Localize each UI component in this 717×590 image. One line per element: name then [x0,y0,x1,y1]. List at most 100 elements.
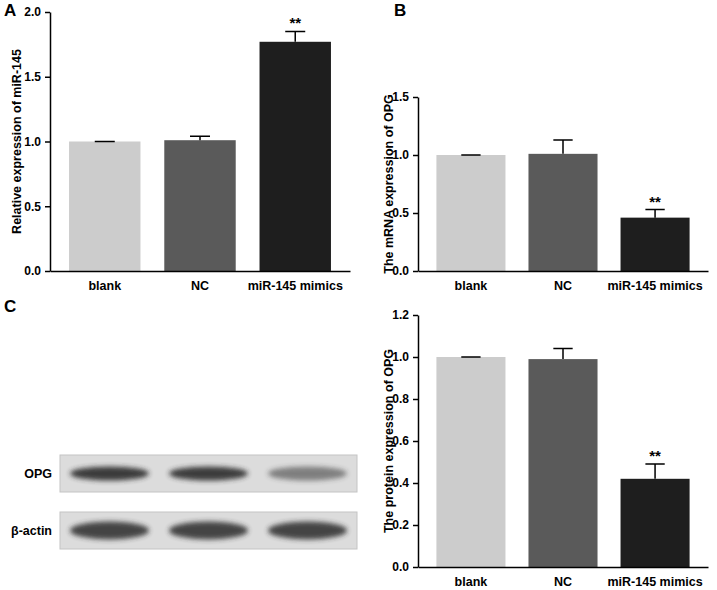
y-axis: 0.0 0.5 1.0 1.5 2.0 [24,5,50,278]
bar [528,154,597,271]
y-tick: 1.0 [24,135,50,149]
y-tick-mark [413,399,418,401]
x-axis: blank NC miR-145 mimics [419,272,709,293]
y-tick: 0.6 [392,434,418,448]
y-tick-mark [413,315,418,317]
panel-title: C [4,297,16,316]
x-tick-label: blank [455,279,488,293]
x-axis-line [51,271,351,273]
y-tick-mark [413,155,418,157]
error-bar [553,140,572,154]
y-tick: 1.2 [392,308,418,322]
y-tick-mark [45,206,50,208]
y-tick-label: 2.0 [24,5,41,19]
x-tick-label: NC [554,279,572,293]
x-tick-label: blank [455,575,488,589]
y-tick-mark [45,12,50,14]
y-tick: 0.5 [392,206,418,220]
panel: A 0.0 0.5 1.0 1.5 2.0 blank NC miR-145 mimics Rel… [4,1,351,293]
x-tick: blank [455,279,488,293]
y-tick: 1.0 [392,350,418,364]
error-bar [645,210,664,218]
x-axis: blank NC miR-145 mimics [51,272,351,293]
y-tick-label: 1.2 [392,308,409,322]
y-tick-mark [413,483,418,485]
y-tick-label: 1.5 [24,70,41,84]
bar [528,359,597,567]
y-tick: 0.8 [392,392,418,406]
y-tick: 1.0 [392,148,418,162]
error-bar [461,154,480,156]
panel: C 0.0 0.2 0.4 0.6 0.8 1.0 1.2 blank NC miR-145 mim… [4,297,709,589]
y-tick: 0.0 [392,264,418,278]
significance: ** [649,447,661,464]
x-tick: blank [455,575,488,589]
blot-label: β-actin [11,524,52,538]
blot-band [268,467,347,481]
y-tick-mark [45,141,50,143]
panel-title: B [394,1,406,20]
y-axis-title: The protein expression of OPG [382,349,396,533]
y-tick-mark [413,525,418,527]
x-tick-label: miR-145 mimics [607,279,702,293]
error-bar [645,464,664,479]
blot-strip [60,455,357,492]
y-tick-mark [413,567,418,569]
y-tick-label: 0.5 [24,200,41,214]
y-tick-mark [45,271,50,273]
y-tick: 0.0 [392,560,418,574]
bar [436,357,505,567]
bar [621,218,690,271]
y-tick-mark [413,271,418,273]
blot: OPGβ-actin [11,455,357,549]
y-tick-mark [45,77,50,79]
x-tick: miR-145 mimics [607,279,702,293]
bar [436,155,505,271]
y-tick-mark [413,441,418,443]
x-tick-label: blank [88,279,121,293]
y-tick: 2.0 [24,5,50,19]
plot-area [69,31,331,271]
y-tick: 0.2 [392,518,418,532]
x-tick-label: NC [191,279,209,293]
y-tick: 1.5 [392,90,418,104]
blot-band [70,467,149,481]
plot-area [436,140,689,271]
blot-strip [60,512,357,549]
error-bar [95,141,115,143]
bar [260,42,331,271]
error-bar [190,136,210,140]
x-tick: blank [88,279,121,293]
bar [164,140,235,271]
blot-band-control [268,522,347,540]
error-bar [285,31,305,41]
y-tick-label: 1.0 [24,135,41,149]
x-tick: NC [554,279,572,293]
y-tick: 0.4 [392,476,418,490]
bar [621,479,690,567]
x-axis-line [419,271,709,273]
y-axis-title: The mRNA expression of OPG [382,94,396,273]
y-tick-mark [413,97,418,99]
x-tick: miR-145 mimics [607,575,702,589]
significance: ** [649,193,661,210]
plot-area [436,349,689,567]
y-axis: 0.0 0.2 0.4 0.6 0.8 1.0 1.2 [392,308,418,574]
x-tick: NC [191,279,209,293]
x-tick-label: NC [554,575,572,589]
error-bar [553,349,572,360]
blot-band [169,467,248,481]
panel-title: A [4,1,16,20]
y-tick: 0.5 [24,200,50,214]
y-tick-label: 0.0 [392,560,409,574]
y-tick-mark [413,213,418,215]
figure: A 0.0 0.5 1.0 1.5 2.0 blank NC miR-145 mimics Rel… [0,0,717,590]
y-axis-title: Relative expression of miR-145 [10,49,24,234]
x-tick: miR-145 mimics [248,279,343,293]
y-tick-label: 0.0 [24,264,41,278]
blot-band-control [70,522,149,540]
y-tick: 0.0 [24,264,50,278]
significance: ** [289,14,301,31]
x-tick-label: miR-145 mimics [248,279,343,293]
x-axis: blank NC miR-145 mimics [419,568,709,589]
